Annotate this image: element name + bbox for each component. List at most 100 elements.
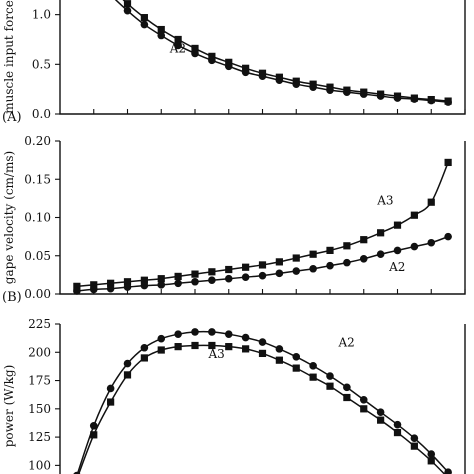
data-point-circle: [106, 384, 115, 393]
data-point-circle: [343, 383, 351, 392]
data-point-square: [107, 279, 115, 287]
data-point-square: [360, 236, 368, 244]
data-point-square: [123, 278, 132, 286]
data-point-square: [90, 281, 98, 289]
y-tick-label: 0.10: [24, 211, 51, 225]
y-tick-label: 125: [28, 430, 51, 444]
panel-b-gape-velocity: 0.00 0.05 0.10 0.15 0.20 gape velocity (cm/ms…: [2, 134, 466, 305]
data-point-circle: [241, 273, 250, 281]
data-point-circle: [241, 333, 250, 342]
data-point-square: [73, 282, 81, 290]
y-tick-label: 1.0: [32, 8, 51, 22]
y-tick-label: 0.05: [24, 249, 51, 263]
data-point-square: [208, 341, 216, 350]
data-point-square: [292, 254, 300, 262]
y-tick-label: 225: [28, 317, 51, 331]
data-point-circle: [275, 269, 284, 278]
data-point-circle: [393, 246, 402, 255]
data-point-circle: [393, 420, 402, 429]
data-point-circle: [191, 277, 199, 286]
data-point-circle: [444, 98, 452, 106]
data-point-circle: [123, 283, 132, 291]
data-point-circle: [292, 267, 301, 275]
data-point-square: [123, 371, 132, 379]
data-point-square: [191, 270, 199, 278]
data-point-circle: [292, 80, 301, 88]
data-point-circle: [309, 264, 317, 273]
y-axis-label: power (W/kg): [2, 365, 16, 448]
data-point-circle: [359, 90, 368, 98]
data-point-circle: [343, 88, 351, 96]
data-point-circle: [157, 334, 166, 343]
data-point-square: [174, 343, 182, 351]
data-point-square: [157, 25, 165, 34]
data-point-square: [225, 58, 233, 66]
y-tick-label: 0.15: [24, 172, 51, 186]
data-point-square: [360, 405, 368, 413]
data-point-square: [309, 373, 317, 381]
series-line: [122, 0, 449, 102]
data-point-circle: [444, 232, 452, 241]
data-point-square: [107, 398, 115, 406]
data-point-circle: [174, 41, 182, 50]
data-point-square: [377, 416, 385, 424]
data-point-square: [174, 272, 182, 281]
y-tick-label: 150: [28, 402, 51, 416]
data-point-square: [292, 364, 300, 372]
data-point-square: [410, 442, 418, 450]
data-point-square: [140, 276, 148, 284]
data-point-circle: [89, 285, 98, 294]
data-point-circle: [410, 95, 419, 103]
data-point-square: [242, 345, 250, 353]
data-point-circle: [275, 76, 284, 85]
data-point-circle: [326, 86, 334, 94]
data-point-circle: [241, 68, 250, 77]
data-point-circle: [309, 362, 317, 370]
series-label: A2: [337, 336, 354, 350]
data-point-circle: [174, 279, 182, 288]
data-point-square: [393, 221, 402, 229]
data-point-square: [90, 431, 98, 439]
data-point-square: [258, 261, 267, 269]
data-point-square: [326, 382, 334, 390]
y-tick-label: 0.20: [24, 134, 51, 148]
data-point-square: [140, 14, 148, 22]
data-point-square: [123, 0, 132, 8]
data-point-circle: [326, 261, 334, 270]
y-axis-label: gape velocity (cm/ms): [2, 151, 16, 284]
data-point-circle: [275, 345, 284, 353]
data-point-square: [174, 35, 182, 44]
data-point-square: [275, 258, 283, 266]
y-tick-label: 0.00: [24, 287, 51, 301]
data-point-circle: [140, 281, 149, 290]
axes-frame: [59, 324, 466, 474]
data-point-circle: [73, 471, 81, 474]
data-point-square: [309, 250, 317, 258]
data-point-square: [427, 457, 435, 465]
panel-a-muscle-force: 0.00.51.01.5muscle input force(A)A2: [2, 0, 466, 125]
data-point-circle: [292, 353, 301, 361]
data-point-circle: [376, 408, 385, 417]
data-point-square: [157, 346, 165, 354]
data-point-circle: [343, 258, 351, 267]
data-point-circle: [410, 434, 419, 443]
y-tick-label: 0.0: [32, 107, 51, 121]
data-point-circle: [359, 255, 368, 263]
data-point-square: [225, 265, 233, 274]
data-point-circle: [258, 72, 267, 81]
data-point-circle: [326, 372, 334, 380]
data-point-square: [343, 242, 351, 250]
data-point-circle: [191, 328, 199, 336]
data-point-square: [140, 354, 148, 362]
data-point-square: [343, 393, 351, 402]
data-point-circle: [174, 330, 182, 338]
data-point-circle: [191, 49, 199, 58]
data-point-square: [242, 64, 250, 72]
series-label: A2: [388, 260, 405, 274]
data-point-square: [191, 44, 199, 53]
series-label: A3: [208, 347, 225, 361]
data-point-circle: [157, 31, 166, 40]
data-point-circle: [224, 62, 233, 71]
data-point-circle: [123, 359, 132, 368]
data-point-circle: [410, 242, 419, 251]
